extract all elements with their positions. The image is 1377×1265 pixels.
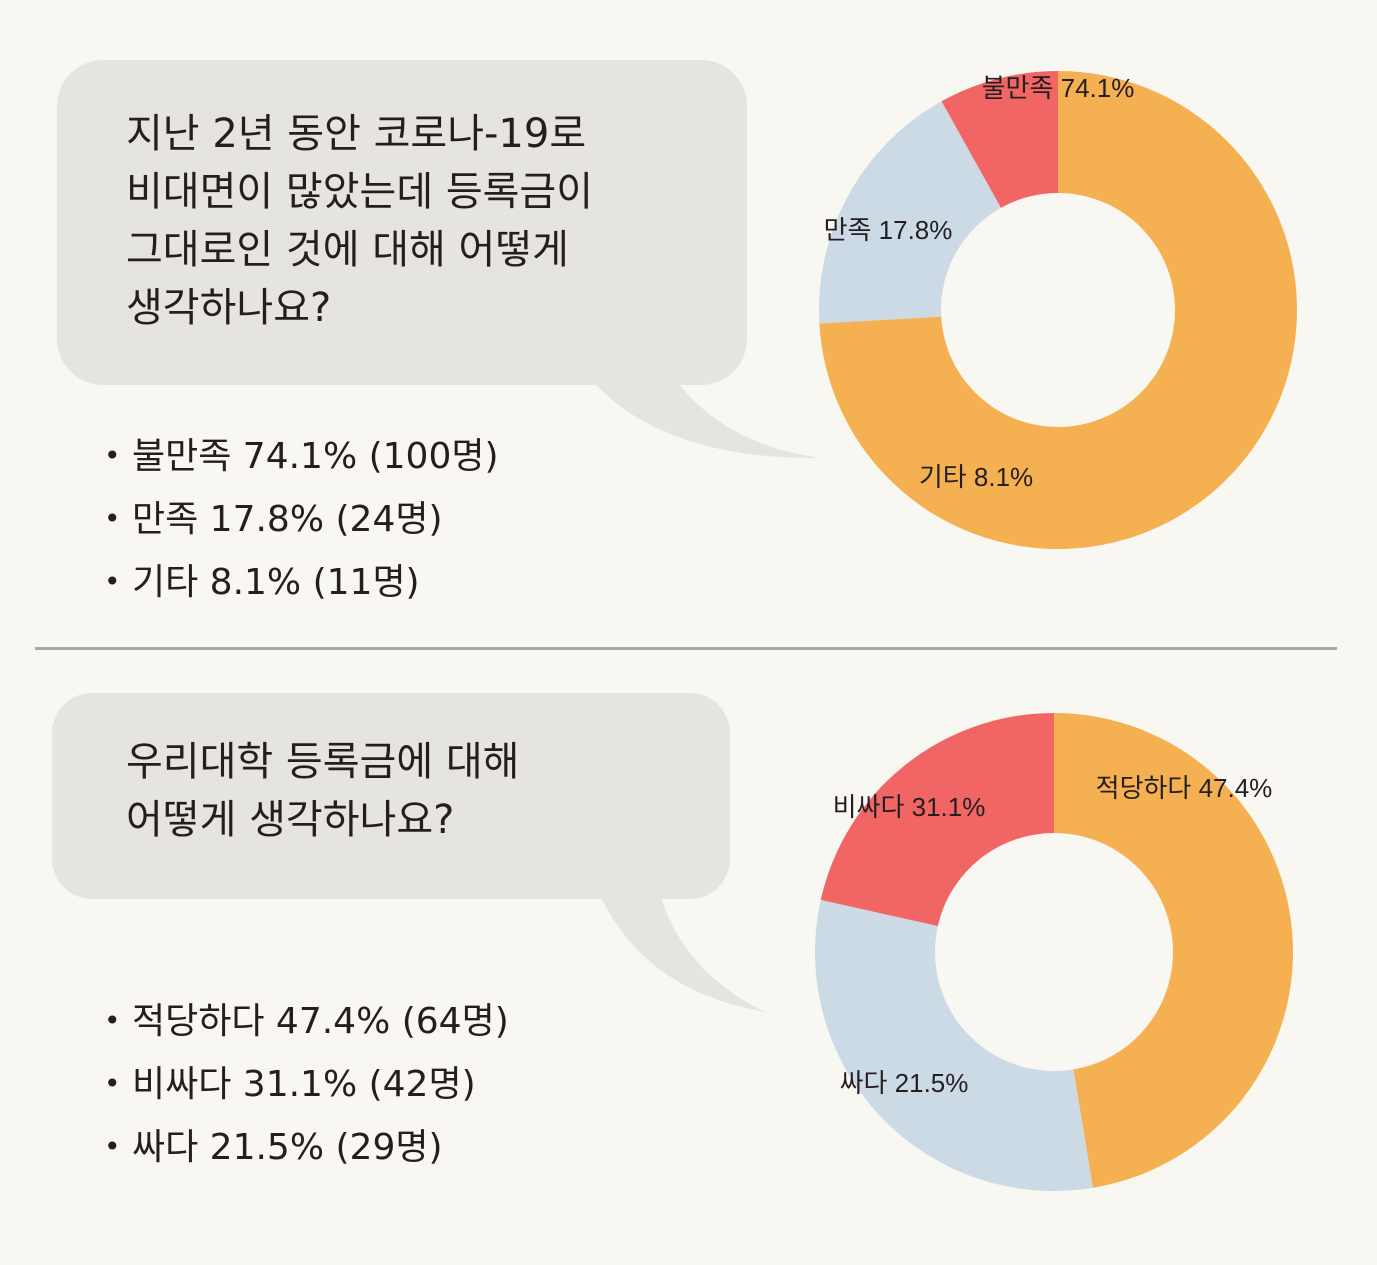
speech-bubble	[52, 693, 765, 1012]
bullet-dot: •	[104, 1004, 121, 1037]
bullet-dot: •	[104, 1130, 121, 1163]
result-item: • 비싸다 31.1% (42명)	[104, 1053, 509, 1116]
question-line: 비대면이 많았는데 등록금이	[126, 169, 594, 215]
donut-chart-1: 불만족 74.1% 만족 17.8% 기타 8.1%	[819, 71, 1297, 549]
result-item: • 만족 17.8% (24명)	[104, 488, 499, 551]
donut-chart-2: 적당하다 47.4% 비싸다 31.1% 싸다 21.5%	[815, 713, 1293, 1191]
slice-label: 불만족 74.1%	[982, 73, 1135, 103]
donut-slice-2	[815, 899, 1093, 1191]
slice-label: 비싸다 31.1%	[833, 792, 986, 822]
survey-section-2: 우리대학 등록금에 대해 어떻게 생각하나요? • 적당하다 47.4% (64명…	[0, 660, 1377, 1265]
slice-label: 만족 17.8%	[824, 215, 953, 245]
speech-bubble	[57, 60, 822, 459]
donut-slice-1	[1054, 713, 1293, 1188]
result-text: 싸다 21.5% (29명)	[132, 1127, 443, 1168]
result-list: • 불만족 74.1% (100명) • 만족 17.8% (24명) • 기타 8.…	[104, 425, 499, 614]
bullet-dot: •	[104, 1067, 121, 1100]
question-line: 어떻게 생각하나요?	[126, 797, 455, 843]
result-list: • 적당하다 47.4% (64명) • 비싸다 31.1% (42명) • 싸다 2…	[104, 990, 509, 1179]
slice-label: 싸다 21.5%	[840, 1068, 969, 1098]
bullet-dot: •	[104, 439, 121, 472]
result-item: • 적당하다 47.4% (64명)	[104, 990, 509, 1053]
question-line: 그대로인 것에 대해 어떻게	[126, 227, 569, 273]
result-text: 기타 8.1% (11명)	[132, 562, 420, 603]
donut-slice-3	[820, 713, 1054, 927]
bullet-dot: •	[104, 502, 121, 535]
question-line: 지난 2년 동안 코로나-19로	[126, 111, 587, 157]
result-item: • 싸다 21.5% (29명)	[104, 1116, 509, 1179]
donut-slice-1	[819, 71, 1297, 549]
question-text: 지난 2년 동안 코로나-19로 비대면이 많았는데 등록금이 그대로인 것에 …	[126, 105, 593, 337]
donut-slice-2	[819, 101, 1001, 324]
question-line: 생각하나요?	[126, 285, 332, 331]
result-item: • 불만족 74.1% (100명)	[104, 425, 499, 488]
result-item: • 기타 8.1% (11명)	[104, 551, 499, 614]
bullet-dot: •	[104, 565, 121, 598]
slice-label: 적당하다 47.4%	[1096, 773, 1273, 803]
survey-section-1: 지난 2년 동안 코로나-19로 비대면이 많았는데 등록금이 그대로인 것에 …	[57, 60, 1297, 614]
question-line: 우리대학 등록금에 대해	[126, 739, 520, 785]
question-text: 우리대학 등록금에 대해 어떻게 생각하나요?	[126, 733, 519, 849]
result-text: 비싸다 31.1% (42명)	[132, 1064, 476, 1105]
slice-label: 기타 8.1%	[919, 462, 1033, 492]
result-text: 만족 17.8% (24명)	[132, 499, 443, 540]
donut-slice-3	[941, 71, 1058, 208]
result-text: 불만족 74.1% (100명)	[132, 436, 499, 477]
section-divider	[35, 647, 1337, 650]
result-text: 적당하다 47.4% (64명)	[132, 1001, 509, 1042]
